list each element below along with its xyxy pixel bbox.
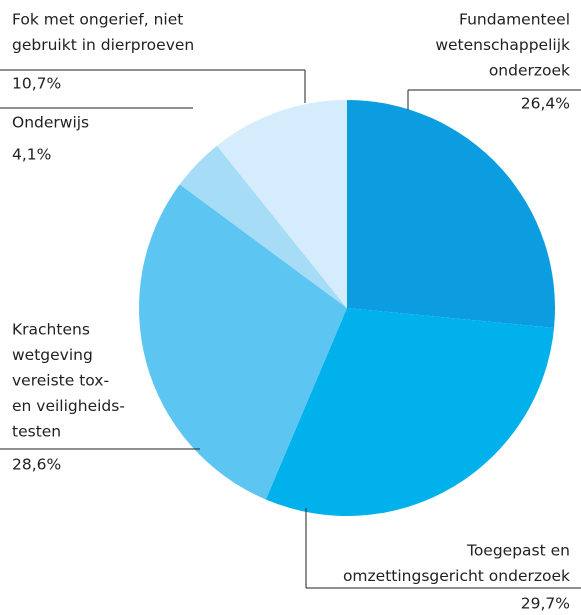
value-label: 28,6%	[12, 456, 61, 474]
slice-label: en veiligheids-	[12, 397, 125, 415]
slice-label: Onderwijs	[12, 114, 89, 132]
slice-label: wetenschappelijk	[435, 36, 570, 54]
slice-label: Toegepast en	[466, 542, 570, 560]
value-label: 4,1%	[12, 146, 51, 164]
slice-label: Krachtens	[12, 321, 90, 339]
slice-label: vereiste tox-	[12, 372, 109, 390]
slice-label: gebruikt in dierproeven	[12, 36, 194, 54]
value-label: 29,7%	[521, 595, 570, 613]
slice-label: testen	[12, 423, 61, 441]
slice-label: Fok met ongerief, niet	[12, 11, 183, 29]
slice-label: Fundamenteel	[459, 11, 570, 29]
pie-slice	[265, 308, 555, 517]
slice-label: wetgeving	[12, 346, 93, 364]
pie-slice	[139, 184, 347, 500]
slice-label: omzettingsgericht onderzoek	[343, 567, 570, 585]
pie-slice	[347, 100, 555, 328]
value-label: 10,7%	[12, 75, 61, 93]
pie-slice	[179, 145, 347, 308]
value-label: 26,4%	[521, 95, 570, 113]
leader-lines	[0, 69, 581, 589]
pie-slice	[216, 100, 347, 308]
pie	[139, 100, 555, 517]
slice-label: onderzoek	[489, 62, 570, 80]
